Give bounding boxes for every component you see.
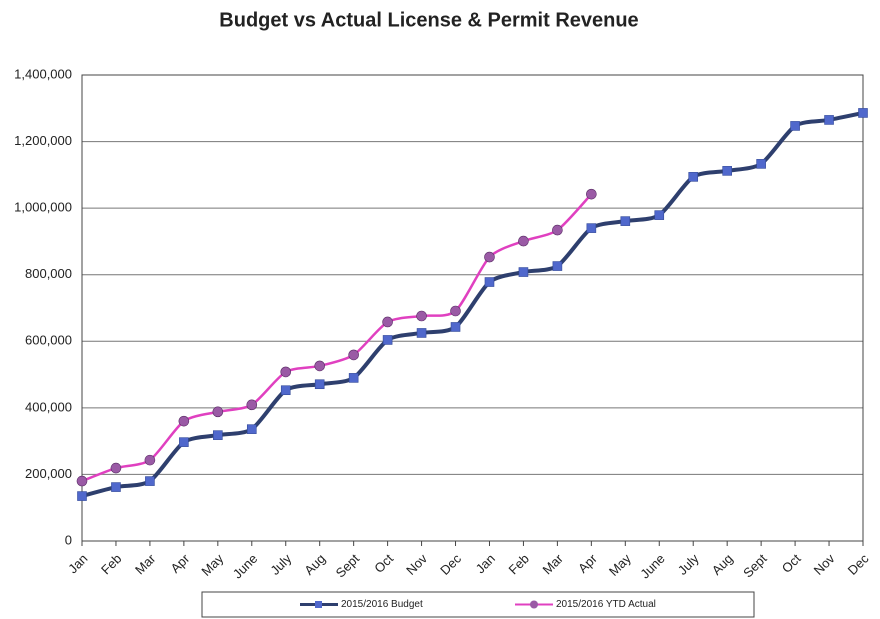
y-tick-label: 200,000 bbox=[25, 466, 72, 481]
x-tick-label: June bbox=[637, 551, 668, 582]
x-tick-label: Feb bbox=[98, 551, 124, 577]
marker bbox=[790, 121, 800, 131]
x-tick-label: July bbox=[675, 551, 702, 578]
marker bbox=[416, 310, 427, 322]
y-tick-label: 800,000 bbox=[25, 266, 72, 281]
x-tick-label: Sept bbox=[333, 551, 363, 581]
marker bbox=[348, 373, 359, 383]
marker bbox=[586, 188, 597, 200]
y-tick-label: 400,000 bbox=[25, 399, 72, 414]
marker bbox=[586, 223, 597, 233]
x-tick-label: Feb bbox=[506, 551, 532, 577]
x-tick-label: Aug bbox=[709, 551, 736, 578]
marker bbox=[756, 159, 766, 169]
marker bbox=[484, 277, 495, 287]
x-tick-label: Oct bbox=[779, 551, 804, 576]
marker bbox=[858, 108, 868, 118]
marker bbox=[280, 385, 291, 396]
marker bbox=[552, 261, 563, 271]
y-tick-label: 1,200,000 bbox=[14, 133, 72, 148]
marker bbox=[518, 235, 529, 247]
marker bbox=[688, 172, 699, 182]
marker bbox=[280, 366, 292, 378]
y-tick-label: 1,400,000 bbox=[14, 66, 72, 81]
legend-box bbox=[201, 591, 755, 618]
x-tick-label: Nov bbox=[811, 551, 838, 578]
marker bbox=[246, 424, 257, 434]
legend-marker bbox=[315, 601, 322, 608]
marker bbox=[246, 399, 258, 411]
marker bbox=[212, 406, 224, 418]
marker bbox=[145, 476, 155, 486]
marker bbox=[348, 349, 359, 361]
legend-label: 2015/2016 YTD Actual bbox=[556, 599, 656, 610]
marker bbox=[450, 322, 461, 332]
marker bbox=[450, 305, 461, 317]
marker bbox=[382, 335, 393, 345]
x-tick-label: Aug bbox=[301, 551, 328, 578]
plot-border bbox=[81, 74, 864, 542]
marker bbox=[213, 430, 223, 440]
marker bbox=[144, 454, 156, 466]
marker bbox=[654, 210, 665, 220]
x-tick-label: July bbox=[267, 551, 294, 578]
legend-label: 2015/2016 Budget bbox=[341, 599, 423, 610]
marker bbox=[620, 216, 631, 226]
x-tick-label: Dec bbox=[437, 551, 464, 578]
x-tick-label: Mar bbox=[132, 550, 159, 577]
marker bbox=[178, 415, 190, 427]
x-tick-label: Jan bbox=[65, 551, 90, 576]
y-tick-label: 1,000,000 bbox=[14, 200, 72, 215]
x-tick-label: May bbox=[198, 551, 226, 579]
x-tick-label: Apr bbox=[575, 550, 600, 575]
x-tick-label: Mar bbox=[540, 550, 567, 577]
x-tick-label: Sept bbox=[740, 551, 770, 581]
marker bbox=[552, 224, 563, 236]
legend: 2015/2016 Budget 2015/2016 YTD Actual bbox=[201, 591, 755, 618]
marker bbox=[110, 462, 122, 474]
marker bbox=[77, 491, 87, 501]
x-tick-label: Nov bbox=[403, 551, 430, 578]
x-tick-label: June bbox=[230, 551, 261, 582]
x-tick-label: Oct bbox=[371, 551, 396, 576]
x-tick-label: May bbox=[606, 551, 634, 579]
series-line bbox=[81, 110, 864, 498]
chart-title: Budget vs Actual License & Permit Revenu… bbox=[219, 9, 638, 31]
marker bbox=[111, 482, 121, 492]
series-line bbox=[81, 193, 593, 483]
y-tick-label: 600,000 bbox=[25, 333, 72, 348]
x-tick-label: Dec bbox=[845, 551, 872, 578]
x-tick-label: Apr bbox=[168, 550, 193, 575]
marker bbox=[824, 115, 834, 125]
marker bbox=[382, 316, 393, 328]
legend-marker bbox=[530, 600, 538, 609]
marker bbox=[314, 379, 325, 390]
y-tick-label: 0 bbox=[65, 532, 72, 547]
marker bbox=[484, 251, 495, 263]
marker bbox=[518, 267, 529, 277]
marker bbox=[416, 328, 427, 338]
marker bbox=[179, 437, 189, 447]
marker bbox=[76, 475, 88, 487]
marker bbox=[314, 360, 325, 372]
marker bbox=[722, 166, 732, 176]
x-tick-label: Jan bbox=[473, 551, 498, 576]
